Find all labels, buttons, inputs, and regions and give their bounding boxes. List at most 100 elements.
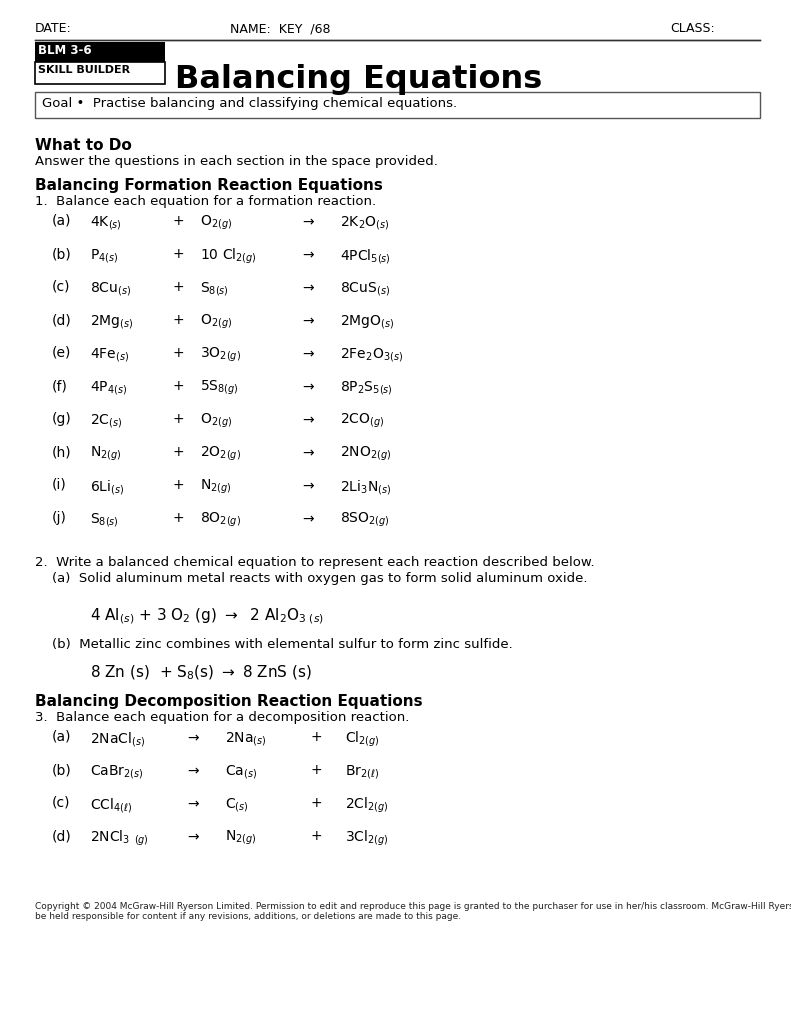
Text: $\rightarrow$: $\rightarrow$ [300,280,316,294]
Text: (f): (f) [52,379,68,393]
Text: 4P$_{4(s)}$: 4P$_{4(s)}$ [90,379,127,397]
Text: (c): (c) [52,796,70,810]
Text: 8P$_2$S$_{5(s)}$: 8P$_2$S$_{5(s)}$ [340,379,393,397]
Text: (a): (a) [52,730,71,744]
Text: $\rightarrow$: $\rightarrow$ [300,247,316,261]
Text: 8O$_{2(g)}$: 8O$_{2(g)}$ [200,511,241,529]
Text: 5S$_{8(g)}$: 5S$_{8(g)}$ [200,379,239,397]
Text: 2O$_{2(g)}$: 2O$_{2(g)}$ [200,445,241,463]
Text: 8Cu$_{(s)}$: 8Cu$_{(s)}$ [90,280,131,298]
Text: 2Li$_3$N$_{(s)}$: 2Li$_3$N$_{(s)}$ [340,478,392,497]
Text: (b): (b) [52,247,72,261]
Text: Cl$_{2(g)}$: Cl$_{2(g)}$ [345,730,380,750]
Text: 4PCl$_{5(s)}$: 4PCl$_{5(s)}$ [340,247,391,266]
Text: 2.  Write a balanced chemical equation to represent each reaction described belo: 2. Write a balanced chemical equation to… [35,556,595,569]
Text: +: + [172,478,184,492]
Text: 4 Al$_{(s)}$ + 3 O$_2$ (g) $\rightarrow$  2 Al$_2$O$_{3\ (s)}$: 4 Al$_{(s)}$ + 3 O$_2$ (g) $\rightarrow$… [90,606,324,626]
Text: $\rightarrow$: $\rightarrow$ [300,445,316,459]
Text: 2CO$_{(g)}$: 2CO$_{(g)}$ [340,412,384,430]
Text: S$_{8(s)}$: S$_{8(s)}$ [90,511,119,529]
Text: $\rightarrow$: $\rightarrow$ [185,730,201,744]
Text: (i): (i) [52,478,66,492]
Text: +: + [172,346,184,360]
Text: 2NaCl$_{(s)}$: 2NaCl$_{(s)}$ [90,730,146,749]
Text: NAME:  KEY  /68: NAME: KEY /68 [230,22,331,35]
Bar [35,62,165,84]
Text: CCl$_{4(\ell)}$: CCl$_{4(\ell)}$ [90,796,132,815]
Text: +: + [172,247,184,261]
Text: Br$_{2(\ell)}$: Br$_{2(\ell)}$ [345,763,379,781]
Text: $\rightarrow$: $\rightarrow$ [300,346,316,360]
Bar [35,92,760,118]
Text: Balancing Decomposition Reaction Equations: Balancing Decomposition Reaction Equatio… [35,694,422,709]
Text: be held responsible for content if any revisions, additions, or deletions are ma: be held responsible for content if any r… [35,912,461,921]
Text: CaBr$_{2(s)}$: CaBr$_{2(s)}$ [90,763,143,781]
Text: +: + [172,280,184,294]
Text: $\rightarrow$: $\rightarrow$ [300,478,316,492]
Text: +: + [172,379,184,393]
Text: +: + [172,214,184,228]
Text: What to Do: What to Do [35,138,132,153]
Text: 2Fe$_2$O$_{3(s)}$: 2Fe$_2$O$_{3(s)}$ [340,346,403,364]
Text: Goal •  Practise balancing and classifying chemical equations.: Goal • Practise balancing and classifyin… [42,97,457,110]
Text: (g): (g) [52,412,72,426]
Text: DATE:: DATE: [35,22,72,35]
Text: N$_{2(g)}$: N$_{2(g)}$ [200,478,232,497]
Text: P$_{4(s)}$: P$_{4(s)}$ [90,247,119,265]
Text: Balancing Formation Reaction Equations: Balancing Formation Reaction Equations [35,178,383,193]
Text: (b): (b) [52,763,72,777]
Text: O$_{2(g)}$: O$_{2(g)}$ [200,214,232,232]
Text: 1.  Balance each equation for a formation reaction.: 1. Balance each equation for a formation… [35,195,377,208]
Text: O$_{2(g)}$: O$_{2(g)}$ [200,412,232,430]
Text: (a): (a) [52,214,71,228]
Text: 2C$_{(s)}$: 2C$_{(s)}$ [90,412,123,430]
Text: 2K$_2$O$_{(s)}$: 2K$_2$O$_{(s)}$ [340,214,389,232]
Text: +: + [172,313,184,327]
Text: +: + [172,511,184,525]
Text: CLASS:: CLASS: [670,22,715,35]
Text: Copyright © 2004 McGraw-Hill Ryerson Limited. Permission to edit and reproduce t: Copyright © 2004 McGraw-Hill Ryerson Lim… [35,902,791,911]
Text: $\rightarrow$: $\rightarrow$ [300,379,316,393]
Text: $\rightarrow$: $\rightarrow$ [300,412,316,426]
Text: (d): (d) [52,313,72,327]
Text: 2Mg$_{(s)}$: 2Mg$_{(s)}$ [90,313,134,331]
Text: (b)  Metallic zinc combines with elemental sulfur to form zinc sulfide.: (b) Metallic zinc combines with elementa… [35,638,513,651]
Text: $\rightarrow$: $\rightarrow$ [300,511,316,525]
Text: (c): (c) [52,280,70,294]
Text: (j): (j) [52,511,67,525]
Text: BLM 3-6: BLM 3-6 [38,44,92,57]
Text: 4K$_{(s)}$: 4K$_{(s)}$ [90,214,122,232]
Text: $\rightarrow$: $\rightarrow$ [300,214,316,228]
Text: S$_{8(s)}$: S$_{8(s)}$ [200,280,229,298]
Text: 8CuS$_{(s)}$: 8CuS$_{(s)}$ [340,280,390,298]
Text: +: + [310,730,322,744]
Text: 10 Cl$_{2(g)}$: 10 Cl$_{2(g)}$ [200,247,257,266]
Text: $\rightarrow$: $\rightarrow$ [185,763,201,777]
Text: $\rightarrow$: $\rightarrow$ [300,313,316,327]
Text: 3O$_{2(g)}$: 3O$_{2(g)}$ [200,346,241,365]
Text: C$_{(s)}$: C$_{(s)}$ [225,796,248,814]
Text: 6Li$_{(s)}$: 6Li$_{(s)}$ [90,478,124,497]
Text: +: + [310,796,322,810]
Text: 2MgO$_{(s)}$: 2MgO$_{(s)}$ [340,313,395,331]
Text: 2Na$_{(s)}$: 2Na$_{(s)}$ [225,730,267,748]
Text: Answer the questions in each section in the space provided.: Answer the questions in each section in … [35,155,438,168]
Text: $\rightarrow$: $\rightarrow$ [185,796,201,810]
Text: 2NCl$_3$ $_{(g)}$: 2NCl$_3$ $_{(g)}$ [90,829,149,848]
Text: 8 Zn (s)  + S$_8$(s) $\rightarrow$ 8 ZnS (s): 8 Zn (s) + S$_8$(s) $\rightarrow$ 8 ZnS … [90,664,312,682]
Text: O$_{2(g)}$: O$_{2(g)}$ [200,313,232,332]
Text: +: + [310,763,322,777]
Text: $\rightarrow$: $\rightarrow$ [185,829,201,843]
Text: (a)  Solid aluminum metal reacts with oxygen gas to form solid aluminum oxide.: (a) Solid aluminum metal reacts with oxy… [35,572,588,585]
Text: 2Cl$_{2(g)}$: 2Cl$_{2(g)}$ [345,796,388,815]
Text: 3Cl$_{2(g)}$: 3Cl$_{2(g)}$ [345,829,388,848]
Text: N$_{2(g)}$: N$_{2(g)}$ [225,829,256,847]
Text: +: + [310,829,322,843]
Text: 2NO$_{2(g)}$: 2NO$_{2(g)}$ [340,445,392,463]
Text: (e): (e) [52,346,71,360]
Text: Balancing Equations: Balancing Equations [175,63,543,95]
Text: 4Fe$_{(s)}$: 4Fe$_{(s)}$ [90,346,129,364]
Text: (d): (d) [52,829,72,843]
Text: SKILL BUILDER: SKILL BUILDER [38,65,131,75]
Text: 8SO$_{2(g)}$: 8SO$_{2(g)}$ [340,511,390,529]
